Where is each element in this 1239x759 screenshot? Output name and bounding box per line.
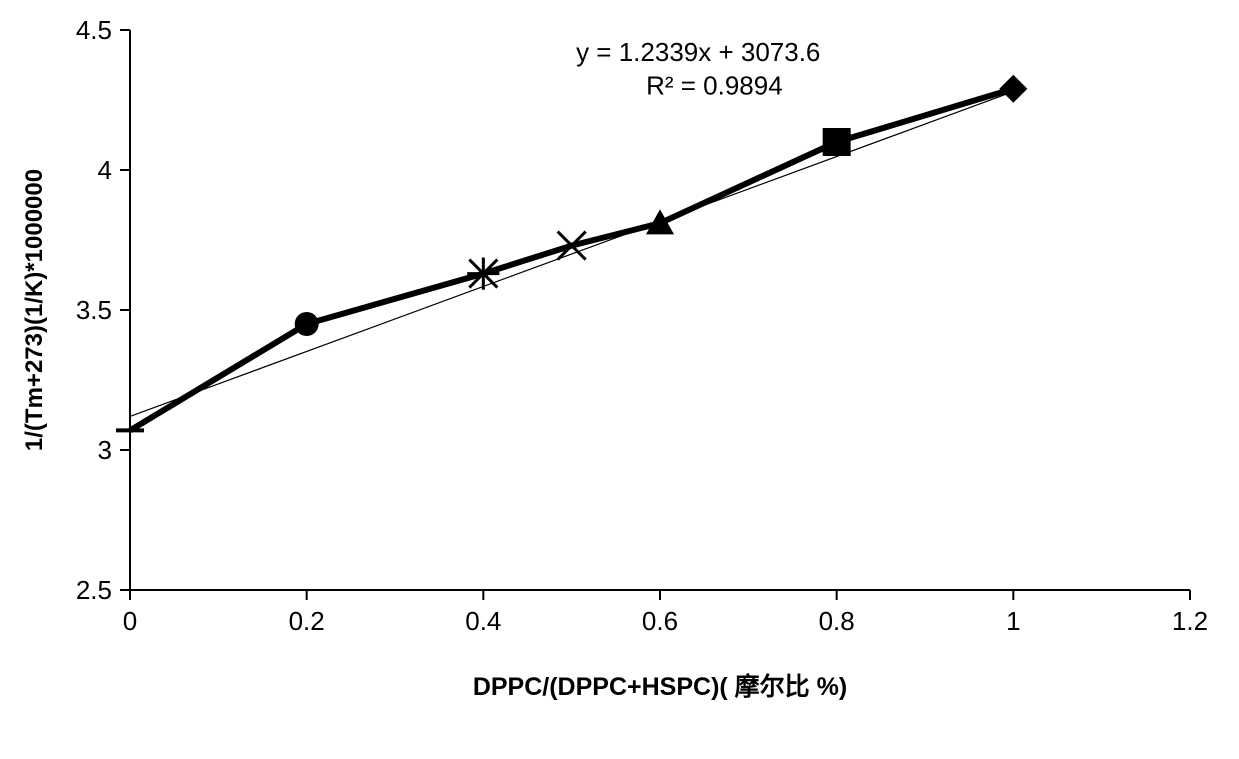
y-tick-label: 3.5	[76, 295, 112, 325]
data-marker	[467, 258, 499, 290]
x-tick-label: 0.8	[819, 606, 855, 636]
x-tick-label: 0.4	[465, 606, 501, 636]
equation-annotation: y = 1.2339x + 3073.6	[576, 37, 820, 67]
y-tick-label: 4	[98, 155, 112, 185]
y-axis-label: 1/(Tm+273)(1/K)*1000000	[21, 169, 48, 451]
axis-lines	[130, 30, 1190, 590]
data-marker	[999, 75, 1027, 103]
data-marker	[823, 128, 851, 156]
x-tick-label: 0.6	[642, 606, 678, 636]
chart-container: 0 0.2 0.4 0.6 0.8 1 1.2 2.5 3 3.5 4 4.5 DPPC/(DPPC+H…	[0, 0, 1239, 759]
trend-line	[130, 92, 1013, 417]
data-marker	[295, 312, 319, 336]
chart-svg: 0 0.2 0.4 0.6 0.8 1 1.2 2.5 3 3.5 4 4.5 DPPC/(DPPC+H…	[0, 0, 1239, 759]
r-squared-annotation: R² = 0.9894	[646, 70, 783, 100]
y-tick-label: 3	[98, 435, 112, 465]
x-axis-label: DPPC/(DPPC+HSPC)( 摩尔比 %)	[473, 672, 847, 701]
x-tick-label: 0.2	[289, 606, 325, 636]
x-tick-label: 0	[123, 606, 137, 636]
y-tick-label: 2.5	[76, 575, 112, 605]
y-tick-label: 4.5	[76, 15, 112, 45]
x-tick-label: 1.2	[1172, 606, 1208, 636]
x-tick-label: 1	[1006, 606, 1020, 636]
